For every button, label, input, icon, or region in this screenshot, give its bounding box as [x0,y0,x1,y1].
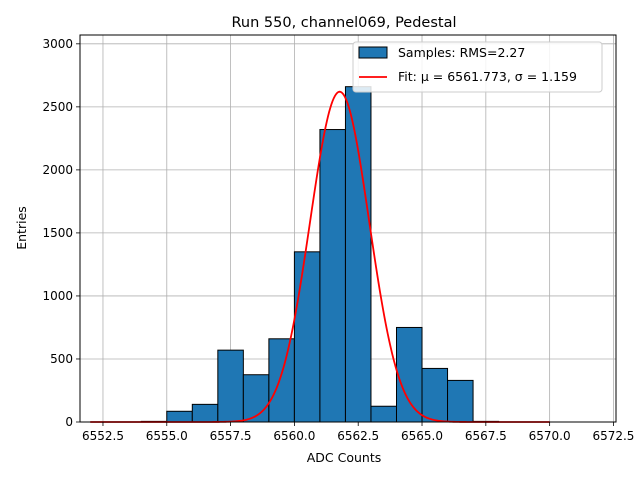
y-tick-label: 1500 [42,226,73,240]
histogram-bar [191,403,219,423]
x-tick-label: 6560.0 [273,429,315,443]
histogram-bar [293,251,321,423]
histogram-bar [421,367,449,423]
y-tick-label: 3000 [42,37,73,51]
x-tick-label: 6557.5 [210,429,252,443]
x-tick-label: 6567.5 [465,429,507,443]
y-tick-label: 2500 [42,100,73,114]
histogram-bar [166,410,193,423]
y-tick-label: 2000 [42,163,73,177]
chart-title: Run 550, channel069, Pedestal [231,15,456,31]
legend-fit-label: Fit: μ = 6561.773, σ = 1.159 [398,69,577,84]
y-axis-label: Entries [14,206,29,250]
y-tick-label: 1000 [42,289,73,303]
y-tick-label: 0 [65,415,73,429]
plot-frame [79,34,617,423]
x-tick-label: 6552.5 [82,429,124,443]
y-tick-label: 500 [50,352,73,366]
legend-box [352,41,603,93]
y-axis-ticks: 0 500 1000 1500 2000 2500 3000 [42,37,80,429]
x-tick-label: 6562.5 [337,429,379,443]
x-tick-label: 6570.0 [529,429,571,443]
histogram-bar [319,129,346,423]
histogram-bar [268,338,295,423]
histogram-bars [140,86,500,423]
legend-histogram-swatch [358,46,388,59]
x-tick-label: 6572.5 [592,429,634,443]
histogram-bar [217,349,244,423]
histogram-bar [344,86,372,423]
histogram-bar [370,405,397,423]
x-tick-label: 6555.0 [146,429,188,443]
x-tick-label: 6565.0 [401,429,443,443]
histogram-bar [395,326,423,423]
legend: Samples: RMS=2.27 Fit: μ = 6561.773, σ =… [352,41,603,93]
histogram-bar [447,379,474,423]
x-axis-ticks: 6552.5 6555.0 6557.5 6560.0 6562.5 6565.0 6567… [82,422,634,443]
legend-histogram-label: Samples: RMS=2.27 [398,45,525,60]
x-axis-label: ADC Counts [307,450,382,465]
histogram-bar [242,374,270,423]
